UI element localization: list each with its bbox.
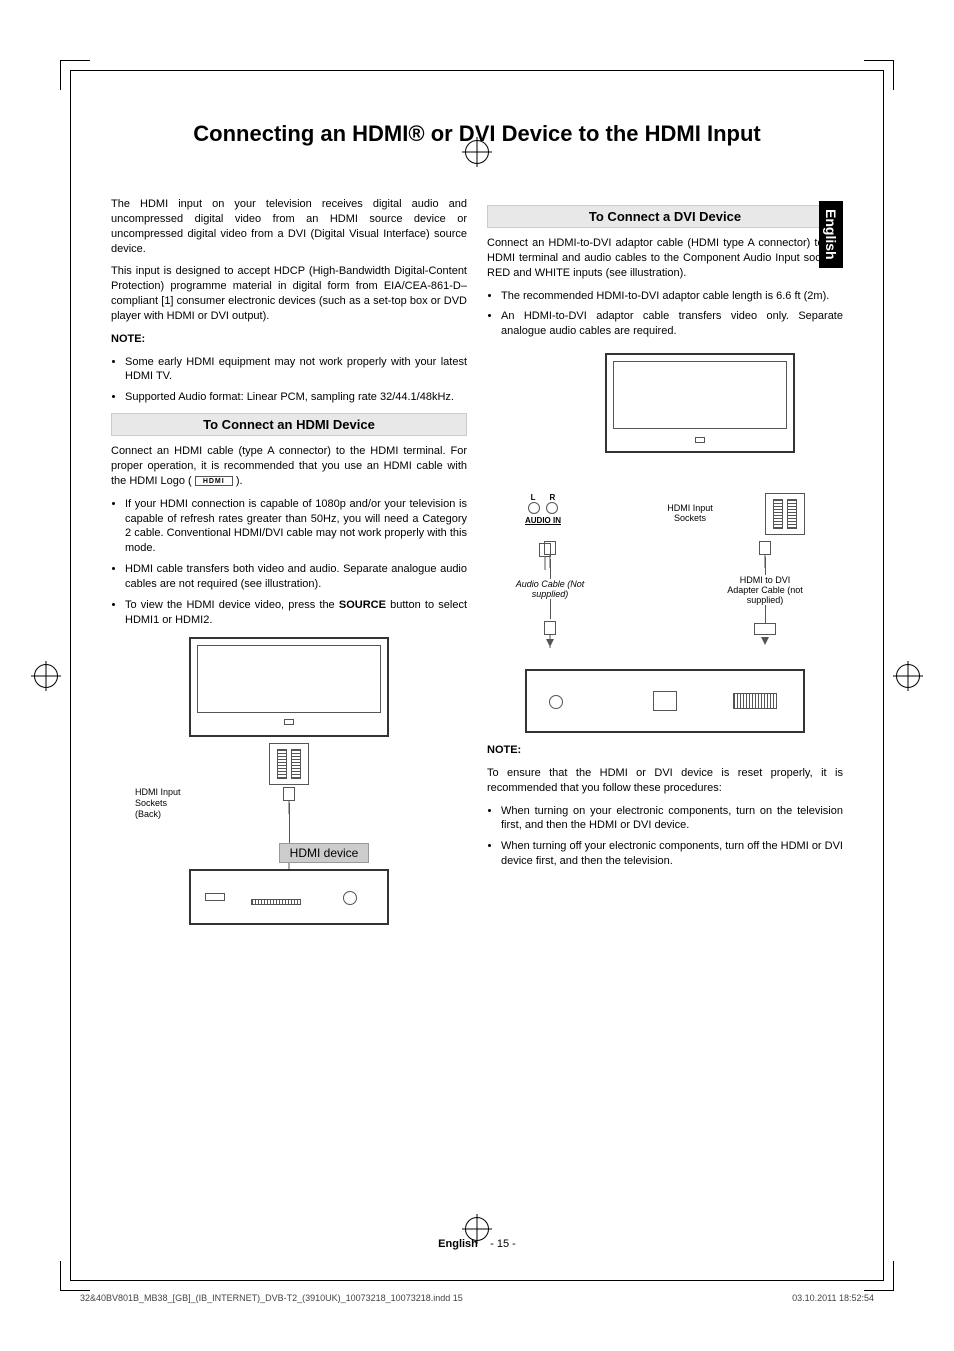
bullet-text-pre: To view the HDMI device video, press the xyxy=(125,599,339,611)
cable-plug-icon xyxy=(283,787,295,801)
right-column: To Connect a DVI Device Connect an HDMI-… xyxy=(487,197,843,1218)
note-label: NOTE: xyxy=(487,744,521,756)
hdmi-sockets-icon xyxy=(765,493,805,535)
page-title: Connecting an HDMI® or DVI Device to the… xyxy=(111,121,843,147)
note-bullets-right: When turning on your electronic componen… xyxy=(487,804,843,869)
tv-icon xyxy=(605,353,795,453)
hdmi-illustration: HDMI Input Sockets (Back) HDMI device xyxy=(111,637,467,925)
tv-icon xyxy=(189,637,389,737)
list-item: If your HDMI connection is capable of 10… xyxy=(125,497,467,556)
page-footer: English - 15 - xyxy=(111,1218,843,1250)
section-header-dvi: To Connect a DVI Device xyxy=(487,205,843,228)
hdmi-logo-icon: HDMI xyxy=(195,476,233,486)
left-column: The HDMI input on your television receiv… xyxy=(111,197,467,1218)
footer-page-number: - 15 - xyxy=(490,1238,516,1250)
cable-plug-icon xyxy=(539,543,551,557)
page: Connecting an HDMI® or DVI Device to the… xyxy=(70,70,884,1281)
audio-in-box: L R AUDIO IN xyxy=(525,493,561,525)
content-columns: The HDMI input on your television receiv… xyxy=(111,197,843,1218)
list-item: HDMI cable transfers both video and audi… xyxy=(125,562,467,592)
cable-plug-icon xyxy=(759,541,771,555)
print-timestamp: 03.10.2011 18:52:54 xyxy=(792,1293,874,1303)
connect-text: Connect an HDMI cable (type A connector)… xyxy=(111,445,467,487)
note-bullets-left: Some early HDMI equipment may not work p… xyxy=(111,355,467,406)
connect-paragraph: Connect an HDMI cable (type A connector)… xyxy=(111,444,467,489)
arrow-down-icon xyxy=(761,637,769,645)
cable-plug-icon xyxy=(544,621,556,635)
list-item: When turning on your electronic componen… xyxy=(501,804,843,834)
list-item: When turning off your electronic compone… xyxy=(501,839,843,869)
print-metadata: 32&40BV801B_MB38_[GB]_(IB_INTERNET)_DVB-… xyxy=(80,1293,874,1303)
hdmi-bullets: If your HDMI connection is capable of 10… xyxy=(111,497,467,628)
dvi-bullets: The recommended HDMI-to-DVI adaptor cabl… xyxy=(487,289,843,340)
hdmi-device-label: HDMI device xyxy=(279,843,370,863)
footer-language: English xyxy=(438,1238,478,1250)
source-button-label: SOURCE xyxy=(339,599,386,611)
print-file-path: 32&40BV801B_MB38_[GB]_(IB_INTERNET)_DVB-… xyxy=(80,1293,463,1303)
list-item: Some early HDMI equipment may not work p… xyxy=(125,355,467,385)
note-intro: To ensure that the HDMI or DVI device is… xyxy=(487,766,843,796)
hdmi-sockets-label: HDMI Input Sockets (Back) xyxy=(135,787,185,819)
audio-l-label: L xyxy=(531,493,536,502)
registration-mark-right xyxy=(896,664,920,688)
language-tab: English xyxy=(819,201,843,268)
audio-r-label: R xyxy=(550,493,556,502)
registration-mark-left xyxy=(34,664,58,688)
note-label: NOTE: xyxy=(111,333,145,345)
dvi-illustration: L R AUDIO IN HDMI Input Sockets xyxy=(525,353,805,733)
hdmi-device-icon xyxy=(189,869,389,925)
section-header-hdmi: To Connect an HDMI Device xyxy=(111,413,467,436)
list-item: To view the HDMI device video, press the… xyxy=(125,598,467,628)
list-item: The recommended HDMI-to-DVI adaptor cabl… xyxy=(501,289,843,304)
intro2-paragraph: This input is designed to accept HDCP (H… xyxy=(111,264,467,323)
hdmi-sockets-label: HDMI Input Sockets xyxy=(665,503,715,523)
list-item: Supported Audio format: Linear PCM, samp… xyxy=(125,390,467,405)
connect-text-end: ). xyxy=(236,475,243,487)
list-item: An HDMI-to-DVI adaptor cable transfers v… xyxy=(501,309,843,339)
adapter-cable-label: HDMI to DVI Adapter Cable (not supplied) xyxy=(725,575,805,605)
intro-paragraph: The HDMI input on your television receiv… xyxy=(111,197,467,256)
audio-in-label: AUDIO IN xyxy=(525,516,561,525)
dvi-intro: Connect an HDMI-to-DVI adaptor cable (HD… xyxy=(487,236,843,281)
dvi-device-icon xyxy=(525,669,805,733)
hdmi-sockets-icon xyxy=(269,743,309,785)
